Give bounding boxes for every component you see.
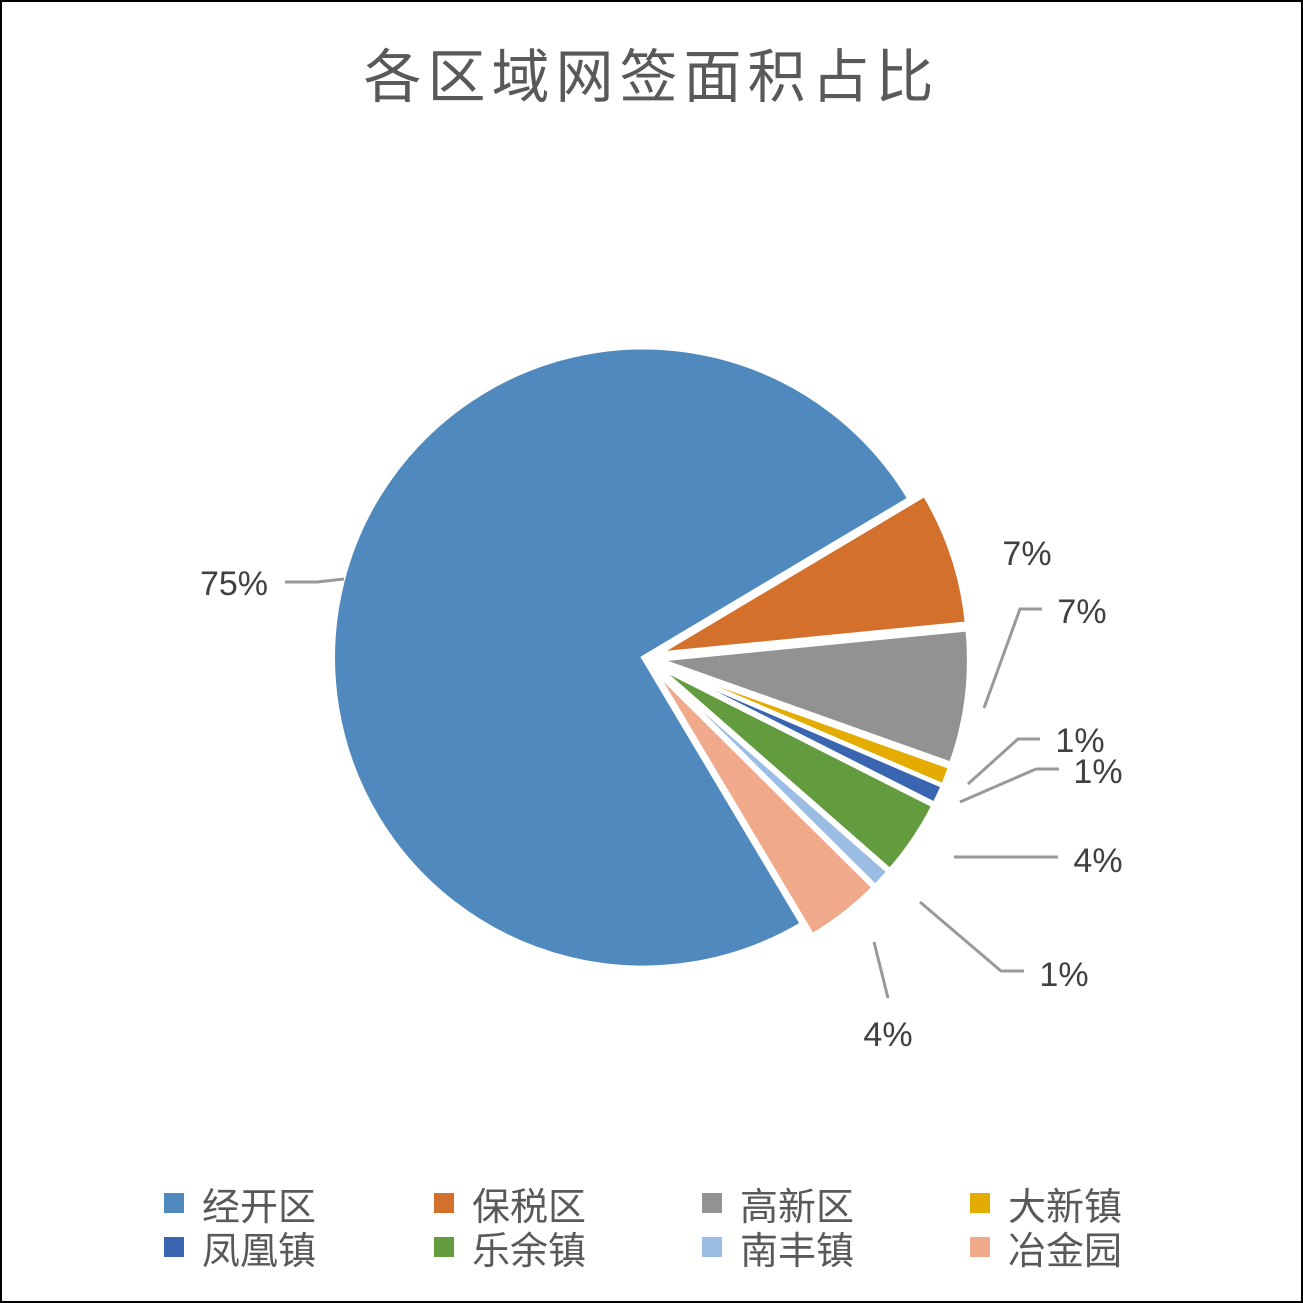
legend-label: 乐余镇 xyxy=(472,1228,587,1273)
legend-swatch xyxy=(970,1237,990,1257)
legend-item: 凤凰镇 xyxy=(164,1226,434,1273)
data-label: 7% xyxy=(1002,535,1051,573)
data-label: 4% xyxy=(1073,842,1122,880)
pie-slice-经开区 xyxy=(331,345,913,970)
legend-swatch xyxy=(702,1237,722,1257)
legend: 经开区 保税区 高新区 大新镇凤凰镇 乐余镇 南丰镇 冶金园 xyxy=(164,1182,1164,1273)
legend-item: 高新区 xyxy=(702,1182,970,1229)
legend-swatch xyxy=(164,1237,184,1257)
leader-line xyxy=(285,577,345,584)
leader-line xyxy=(959,767,1059,804)
pie-slice-冶金园 xyxy=(651,667,877,939)
pie-slice-南丰镇 xyxy=(653,666,892,889)
legend-label: 南丰镇 xyxy=(740,1228,855,1273)
legend-label: 冶金园 xyxy=(1008,1228,1123,1273)
data-label: 1% xyxy=(1073,753,1122,791)
legend-label: 凤凰镇 xyxy=(202,1228,317,1273)
legend-item: 保税区 xyxy=(434,1182,702,1229)
legend-item: 大新镇 xyxy=(970,1182,1170,1229)
legend-item: 冶金园 xyxy=(970,1226,1170,1273)
legend-item: 南丰镇 xyxy=(702,1226,970,1273)
data-label: 1% xyxy=(1055,722,1104,760)
data-label: 4% xyxy=(863,1016,912,1054)
leader-line xyxy=(919,900,1024,973)
legend-swatch xyxy=(164,1193,184,1213)
leader-line xyxy=(982,607,1042,709)
legend-swatch xyxy=(434,1193,454,1213)
legend-label: 保税区 xyxy=(472,1184,587,1229)
pie-slice-高新区 xyxy=(658,627,971,767)
pie-slice-保税区 xyxy=(657,492,970,656)
pie-slice-凤凰镇 xyxy=(656,662,946,807)
data-label: 1% xyxy=(1039,956,1088,994)
leader-line xyxy=(872,941,890,999)
legend-label: 高新区 xyxy=(740,1184,855,1229)
legend-label: 经开区 xyxy=(202,1184,317,1229)
legend-item: 乐余镇 xyxy=(434,1226,702,1273)
chart-title: 各区域网签面积占比 xyxy=(363,43,940,111)
legend-swatch xyxy=(970,1193,990,1213)
leader-line xyxy=(966,737,1040,786)
data-label: 7% xyxy=(1057,593,1106,631)
legend-item: 经开区 xyxy=(164,1182,434,1229)
data-label: 75% xyxy=(200,565,268,603)
legend-swatch xyxy=(434,1237,454,1257)
legend-swatch xyxy=(702,1193,722,1213)
pie-slice-乐余镇 xyxy=(655,664,936,873)
legend-label: 大新镇 xyxy=(1008,1184,1123,1229)
